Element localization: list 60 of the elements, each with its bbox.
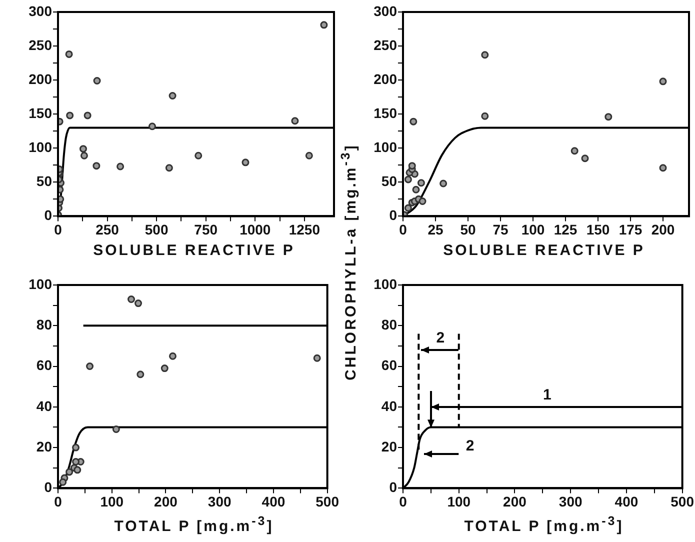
x-tick-label: 500 xyxy=(316,493,340,510)
y-tick-label: 100 xyxy=(374,138,398,155)
y-tick-label: 300 xyxy=(374,2,398,19)
x-tick-label: 200 xyxy=(651,221,675,238)
y-tick-label: 250 xyxy=(374,36,398,53)
x-tick-label: 250 xyxy=(96,221,120,238)
x-tick-label: 750 xyxy=(194,221,218,238)
y-tick-label: 80 xyxy=(36,316,52,332)
x-tick-label: 175 xyxy=(618,221,642,238)
x-tick-label: 75 xyxy=(492,221,508,238)
y-tick-label: 20 xyxy=(36,438,52,454)
y-tick-label: 200 xyxy=(28,70,52,87)
x-tick-label: 150 xyxy=(586,221,610,238)
y-tick-label: 0 xyxy=(44,479,52,496)
x-tick-label: 400 xyxy=(614,493,638,510)
y-tick-label: 0 xyxy=(44,207,52,224)
annotation: 1 xyxy=(542,386,552,404)
x-axis-title: SOLUBLE REACTIVE P xyxy=(442,242,646,259)
y-tick-label: 50 xyxy=(381,173,398,190)
y-tick-label: 300 xyxy=(28,2,52,19)
x-tick-label: 0 xyxy=(399,493,408,510)
x-tick-label: 25 xyxy=(428,221,444,238)
annotation: 2 xyxy=(436,330,445,347)
x-tick-label: 100 xyxy=(100,493,124,510)
x-tick-label: 400 xyxy=(262,493,286,510)
x-tick-label: 1250 xyxy=(288,221,320,238)
y-tick-label: 80 xyxy=(381,316,398,332)
x-axis-title: TOTAL P [mg.m$^{-3}$] xyxy=(463,514,625,535)
x-tick-label: 100 xyxy=(447,493,471,510)
x-tick-label: 200 xyxy=(503,493,527,510)
y-tick-label: 50 xyxy=(36,173,52,190)
y-tick-label: 40 xyxy=(381,398,398,414)
y-tick-label: 100 xyxy=(28,138,52,155)
y-tick-label: 250 xyxy=(28,36,52,53)
y-tick-label: 100 xyxy=(28,276,52,292)
y-tick-label: 0 xyxy=(389,207,398,224)
x-tick-label: 300 xyxy=(208,493,232,510)
x-tick-label: 0 xyxy=(54,493,62,510)
y-tick-label: 0 xyxy=(389,479,398,496)
x-tick-label: 100 xyxy=(521,221,545,238)
x-tick-label: 0 xyxy=(54,221,62,238)
y-tick-label: 60 xyxy=(36,357,52,374)
x-tick-label: 200 xyxy=(154,493,178,510)
x-tick-label: 125 xyxy=(554,221,578,238)
y-tick-label: 60 xyxy=(381,357,398,374)
x-tick-label: 1000 xyxy=(240,221,271,238)
x-axis-title: TOTAL P [mg.m$^{-3}$] xyxy=(113,514,275,535)
x-tick-label: 50 xyxy=(460,221,476,238)
x-axis-title: SOLUBLE REACTIVE P xyxy=(92,242,296,259)
y-tick-label: 150 xyxy=(374,104,398,121)
x-tick-label: 0 xyxy=(399,221,408,238)
y-tick-label: 150 xyxy=(28,104,52,121)
x-tick-label: 500 xyxy=(670,493,694,510)
y-tick-label: 200 xyxy=(374,70,398,87)
y-tick-label: 20 xyxy=(381,438,398,454)
x-tick-label: 300 xyxy=(558,493,582,510)
annotation: 2 xyxy=(466,437,474,454)
y-tick-label: 100 xyxy=(374,276,398,292)
y-tick-label: 40 xyxy=(36,398,52,414)
x-tick-label: 500 xyxy=(144,221,168,238)
